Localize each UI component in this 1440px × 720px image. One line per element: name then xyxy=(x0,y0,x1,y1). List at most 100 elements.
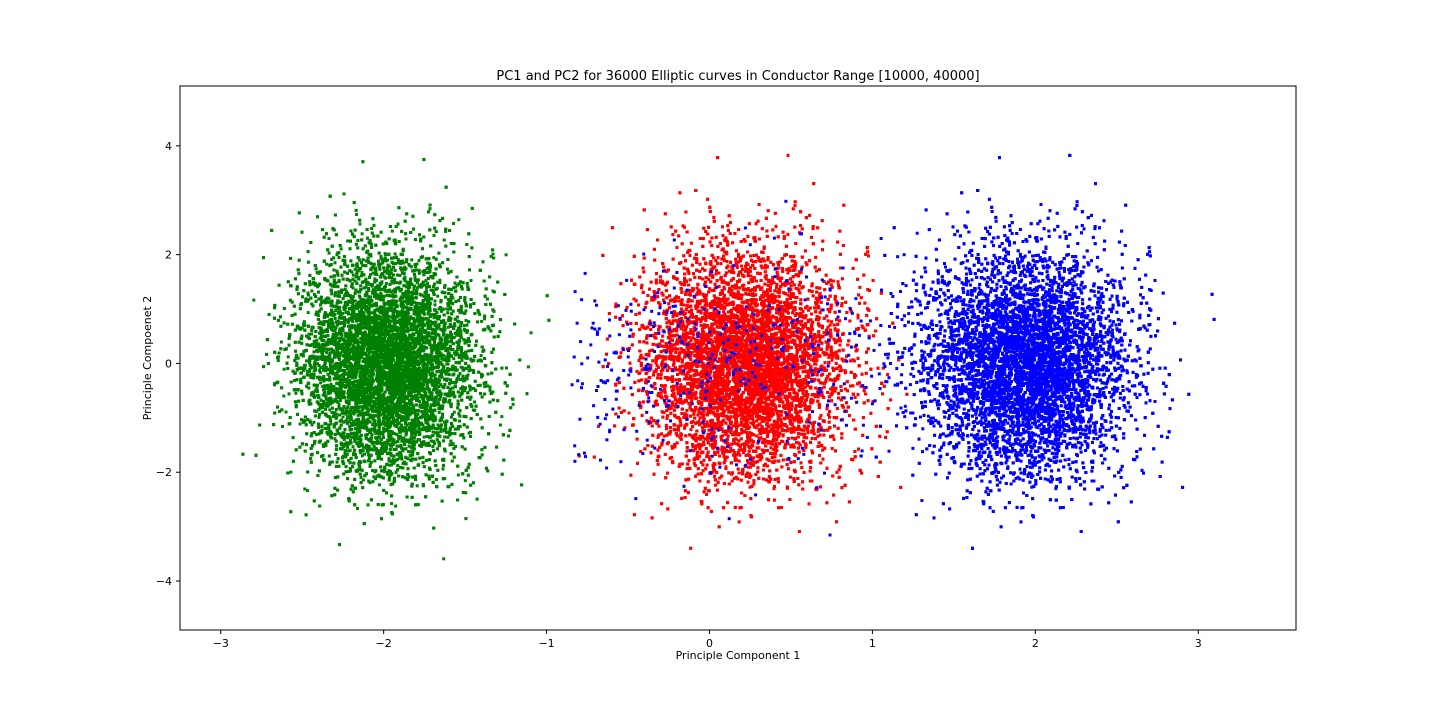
scatter-point xyxy=(392,273,395,277)
scatter-point xyxy=(298,422,302,426)
scatter-point xyxy=(377,403,381,407)
scatter-point xyxy=(416,325,420,329)
scatter-point xyxy=(353,267,357,271)
scatter-point xyxy=(460,311,464,314)
scatter-point xyxy=(491,390,495,394)
scatter-point xyxy=(422,443,425,447)
scatter-point xyxy=(327,454,331,458)
scatter-point xyxy=(390,229,394,233)
scatter-point xyxy=(456,425,460,429)
scatter-point xyxy=(416,359,420,363)
scatter-point xyxy=(305,489,309,493)
scatter-point xyxy=(362,352,366,356)
scatter-points xyxy=(241,153,1216,561)
scatter-point xyxy=(319,297,323,301)
chart-title: PC1 and PC2 for 36000 Elliptic curves in… xyxy=(496,69,979,84)
scatter-point xyxy=(447,381,451,385)
scatter-point xyxy=(312,420,316,424)
scatter-point xyxy=(375,442,379,445)
scatter-point xyxy=(459,365,463,369)
scatter-point xyxy=(443,383,447,386)
scatter-point xyxy=(390,502,393,506)
scatter-point xyxy=(328,408,332,412)
scatter-point xyxy=(381,433,385,436)
scatter-point xyxy=(410,258,414,262)
scatter-point xyxy=(529,331,533,335)
scatter-point xyxy=(339,247,343,251)
scatter-point xyxy=(456,399,460,403)
scatter-point xyxy=(338,327,342,331)
scatter-point xyxy=(399,444,403,448)
scatter-point xyxy=(329,402,333,406)
scatter-point xyxy=(349,469,352,473)
scatter-point xyxy=(433,376,437,380)
scatter-point xyxy=(393,252,397,256)
scatter-point xyxy=(427,299,431,303)
scatter-point xyxy=(368,310,372,314)
scatter-point xyxy=(438,278,442,282)
scatter-point xyxy=(306,311,310,315)
scatter-point xyxy=(328,362,332,366)
scatter-point xyxy=(353,299,357,303)
scatter-point xyxy=(464,491,468,495)
scatter-point xyxy=(282,394,286,398)
scatter-point xyxy=(425,337,429,341)
scatter-point xyxy=(355,319,358,323)
scatter-point xyxy=(453,322,456,326)
scatter-point xyxy=(452,286,456,290)
scatter-point xyxy=(446,325,450,329)
scatter-point xyxy=(483,385,487,389)
scatter-point xyxy=(287,337,291,341)
scatter-point xyxy=(432,256,436,260)
scatter-point xyxy=(463,479,467,483)
scatter-point xyxy=(394,504,398,508)
scatter-point xyxy=(425,300,429,304)
scatter-point xyxy=(286,355,290,359)
scatter-point xyxy=(456,473,460,477)
scatter-point xyxy=(391,384,395,388)
scatter-point xyxy=(329,275,333,279)
scatter-point xyxy=(511,402,515,406)
scatter-point xyxy=(386,258,389,262)
scatter-point xyxy=(378,453,382,457)
scatter-point xyxy=(457,218,461,222)
scatter-point xyxy=(504,253,508,257)
scatter-point xyxy=(328,375,331,379)
scatter-point xyxy=(333,437,337,441)
scatter-point xyxy=(452,410,456,414)
scatter-point xyxy=(330,257,334,261)
scatter-point xyxy=(360,454,364,458)
scatter-point xyxy=(368,481,372,485)
scatter-point xyxy=(442,557,446,561)
scatter-point xyxy=(279,340,283,344)
scatter-point xyxy=(425,410,429,414)
scatter-point xyxy=(408,285,412,289)
scatter-point xyxy=(381,445,385,448)
scatter-point xyxy=(324,369,328,373)
scatter-point xyxy=(350,432,354,435)
scatter-point xyxy=(252,298,256,302)
scatter-point xyxy=(377,483,381,487)
scatter-point xyxy=(437,410,441,414)
scatter-point xyxy=(464,309,468,313)
scatter-point xyxy=(384,259,388,263)
scatter-series-1 xyxy=(241,158,551,561)
scatter-point xyxy=(373,277,377,281)
scatter-point xyxy=(356,413,360,417)
scatter-point xyxy=(447,430,451,434)
scatter-point xyxy=(372,475,376,479)
scatter-point xyxy=(428,304,432,308)
scatter-point xyxy=(282,367,286,371)
scatter-point xyxy=(401,271,404,275)
scatter-point xyxy=(452,357,456,361)
scatter-point xyxy=(402,342,406,346)
scatter-point xyxy=(410,293,414,297)
scatter-point xyxy=(500,415,504,419)
scatter-point xyxy=(398,465,402,469)
scatter-point xyxy=(360,419,364,423)
scatter-point xyxy=(345,367,349,371)
scatter-point xyxy=(352,308,356,311)
scatter-point xyxy=(415,303,419,307)
scatter-point xyxy=(479,354,483,357)
